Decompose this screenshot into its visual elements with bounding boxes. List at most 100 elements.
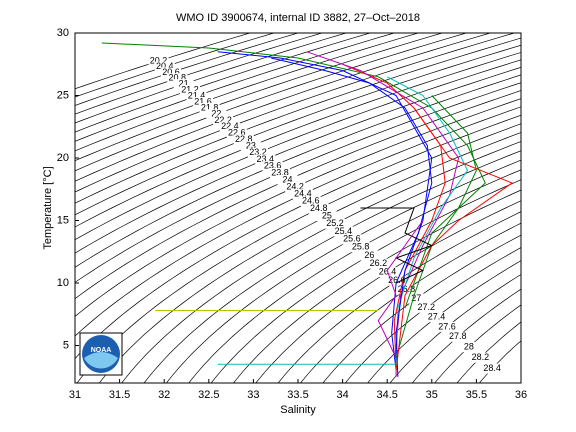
isopycnal: [456, 321, 521, 383]
contour-label: 26.8: [398, 284, 416, 294]
isopycnal: [75, 90, 521, 300]
isopycnal: [75, 114, 521, 360]
contour-label: 22: [211, 109, 221, 119]
contour-label: 27.4: [428, 312, 446, 322]
isopycnal: [345, 247, 521, 383]
y-tick-label: 5: [63, 339, 69, 351]
contour-label-bg: [447, 331, 468, 342]
contour-label-bg: [213, 115, 234, 126]
x-tick-label: 32.5: [198, 389, 219, 401]
x-tick-label: 34.5: [376, 389, 397, 401]
y-tick-label: 25: [57, 89, 69, 101]
y-axis-label: Temperature [°C]: [42, 166, 54, 249]
contour-label-bg: [416, 302, 437, 313]
x-tick-label: 32: [158, 389, 170, 401]
contour-label: 28: [464, 341, 474, 351]
profiles: [101, 42, 514, 377]
isopycnal: [75, 33, 274, 98]
contour-label: 22.4: [221, 121, 239, 131]
isopycnal: [75, 37, 521, 204]
x-axis-label: Salinity: [280, 404, 316, 416]
contour-label: 21.8: [201, 103, 219, 113]
contour-label-bg: [292, 189, 313, 200]
contour-label-bg: [233, 134, 254, 145]
contour-label-bg: [316, 211, 337, 222]
contour-label: 20.8: [169, 73, 187, 83]
contour-label: 25.6: [343, 234, 361, 244]
isopycnal: [75, 33, 347, 124]
contours: 20.220.420.620.82121.221.421.621.82222.2…: [75, 33, 521, 383]
contour-label: 21.6: [194, 96, 212, 106]
contour-label: 25.8: [352, 242, 370, 252]
isopycnal: [322, 234, 521, 383]
contour-label-bg: [206, 109, 227, 120]
x-tick-label: 31.5: [109, 389, 130, 401]
isopycnal: [75, 66, 521, 254]
contour-label-bg: [193, 97, 214, 108]
contour-label: 24: [283, 174, 293, 184]
y-tick-label: 30: [57, 27, 69, 39]
x-tick-label: 35.5: [466, 389, 487, 401]
contour-label-bg: [148, 56, 169, 67]
contour-label: 25.4: [335, 226, 353, 236]
x-tick-label: 36: [515, 389, 527, 401]
isopycnal: [75, 33, 515, 193]
contour-label-bg: [180, 85, 201, 96]
logo-wave: [84, 352, 118, 369]
profile: [360, 207, 434, 284]
isopycnal: [75, 106, 521, 337]
contour-label: 24.6: [302, 196, 320, 206]
isopycnal: [75, 59, 521, 241]
isopycnal: [75, 33, 395, 142]
profile: [377, 220, 424, 359]
contour-label: 23.4: [256, 154, 274, 164]
isopycnal: [99, 132, 521, 383]
contour-label: 25.2: [326, 218, 344, 228]
contour-label-bg: [325, 218, 346, 229]
isopycnal: [75, 33, 467, 172]
contour-label-bg: [396, 284, 417, 295]
y-tick-label: 15: [57, 214, 69, 226]
contour-label: 20.2: [150, 55, 168, 65]
contour-label-bg: [436, 321, 457, 332]
contour-label-bg: [255, 154, 276, 165]
contour-label-bg: [277, 174, 298, 185]
isopycnal: [75, 33, 419, 152]
contour-label-bg: [248, 147, 269, 158]
contour-label-bg: [160, 67, 181, 78]
contour-label-bg: [154, 61, 175, 72]
contour-label: 20.4: [156, 61, 174, 71]
chart-title: WMO ID 3900674, internal ID 3882, 27–Oct…: [176, 12, 420, 24]
contour-label: 23.8: [271, 167, 289, 177]
contour-label: 24.4: [294, 188, 312, 198]
contour-label-bg: [470, 352, 491, 363]
x-tick-label: 33.5: [287, 389, 308, 401]
x-tick-label: 34: [336, 389, 348, 401]
isopycnal: [75, 33, 443, 162]
profile: [342, 63, 446, 371]
y-tick-label: 10: [57, 277, 69, 289]
x-tick-label: 35: [426, 389, 438, 401]
contour-label-bg: [482, 363, 503, 374]
profile: [395, 95, 477, 359]
isopycnal: [75, 33, 491, 182]
contour-label: 23: [246, 141, 256, 151]
profile: [217, 51, 433, 377]
contour-label: 27.2: [417, 302, 435, 312]
isopycnal: [75, 52, 521, 228]
contour-label-bg: [167, 73, 188, 84]
isopycnal: [75, 44, 521, 216]
contour-label-bg: [262, 161, 283, 172]
contour-label: 22.2: [214, 115, 232, 125]
contour-label: 24.2: [286, 181, 304, 191]
contour-label-bg: [359, 250, 380, 261]
x-tick-label: 31: [69, 389, 81, 401]
isopycnal: [412, 288, 521, 383]
contour-label-bg: [350, 242, 371, 253]
contour-label: 20.6: [162, 67, 180, 77]
contour-label-bg: [368, 258, 389, 269]
contour-label-bg: [270, 168, 291, 179]
contour-label: 21.2: [181, 84, 199, 94]
contour-label: 23.6: [264, 161, 282, 171]
